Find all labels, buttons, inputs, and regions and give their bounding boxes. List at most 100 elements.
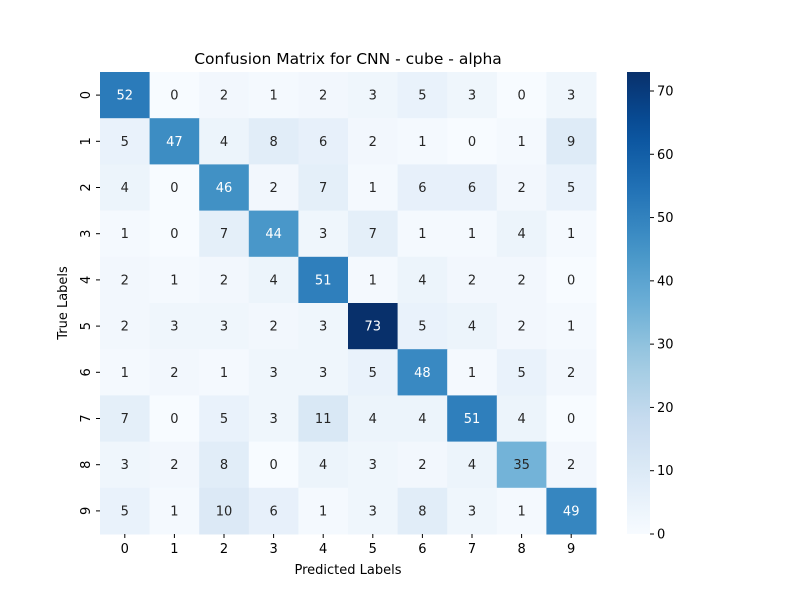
cell-value-7-0: 7 bbox=[121, 412, 129, 427]
heatmap-cell-1-0 bbox=[100, 118, 151, 165]
cell-value-1-3: 8 bbox=[269, 135, 277, 150]
cell-value-1-9: 9 bbox=[567, 135, 575, 150]
cell-value-4-4: 51 bbox=[315, 273, 332, 288]
x-tick-label-5: 5 bbox=[369, 542, 377, 557]
heatmap-cell-6-5 bbox=[348, 349, 399, 396]
heatmap-cell-7-3 bbox=[248, 395, 299, 443]
cell-value-3-9: 1 bbox=[567, 227, 575, 242]
cell-value-8-7: 4 bbox=[468, 458, 476, 473]
heatmap-cell-1-1 bbox=[149, 118, 200, 165]
heatmap-cell-2-6 bbox=[397, 164, 448, 212]
heatmap-cell-8-9 bbox=[546, 441, 597, 489]
y-tick-label-5: 5 bbox=[79, 322, 94, 330]
heatmap-cell-1-8 bbox=[496, 118, 547, 165]
cell-value-8-1: 2 bbox=[170, 458, 178, 473]
heatmap-cell-2-8 bbox=[496, 164, 547, 212]
cell-value-5-2: 3 bbox=[220, 320, 228, 335]
cell-value-8-6: 2 bbox=[418, 458, 426, 473]
cell-value-0-9: 3 bbox=[567, 89, 575, 104]
colorbar-tick-label-5: 50 bbox=[657, 211, 674, 226]
cell-value-9-3: 6 bbox=[269, 504, 277, 519]
heatmap-cell-9-6 bbox=[397, 487, 448, 535]
cell-value-5-1: 3 bbox=[170, 320, 178, 335]
cell-value-7-3: 3 bbox=[269, 412, 277, 427]
heatmap-cell-7-2 bbox=[199, 395, 250, 443]
heatmap-cell-1-3 bbox=[248, 118, 299, 165]
heatmap-cell-6-4 bbox=[298, 349, 349, 396]
y-tick-label-9: 9 bbox=[79, 507, 94, 515]
cell-value-2-3: 2 bbox=[269, 181, 277, 196]
colorbar-tick-label-1: 10 bbox=[657, 464, 674, 479]
heatmap-cell-9-7 bbox=[447, 487, 498, 535]
heatmap-cell-8-3 bbox=[248, 441, 299, 489]
heatmap-cell-3-5 bbox=[348, 210, 399, 258]
heatmap-cell-2-4 bbox=[298, 164, 349, 212]
cell-value-6-9: 2 bbox=[567, 366, 575, 381]
cell-value-1-0: 5 bbox=[121, 135, 129, 150]
heatmap-cell-8-5 bbox=[348, 441, 399, 489]
cell-value-4-0: 2 bbox=[121, 273, 129, 288]
cell-value-0-7: 3 bbox=[468, 89, 476, 104]
cell-value-4-2: 2 bbox=[220, 273, 228, 288]
heatmap-cell-2-1 bbox=[149, 164, 200, 212]
heatmap-cell-8-1 bbox=[149, 441, 200, 489]
heatmap-cell-5-8 bbox=[496, 303, 547, 350]
colorbar-gradient bbox=[627, 72, 650, 534]
cell-value-2-8: 2 bbox=[517, 181, 525, 196]
cell-value-5-0: 2 bbox=[121, 320, 129, 335]
cell-value-7-2: 5 bbox=[220, 412, 228, 427]
cell-value-7-8: 4 bbox=[517, 412, 525, 427]
heatmap-cell-8-0 bbox=[100, 441, 151, 489]
heatmap-cell-7-6 bbox=[397, 395, 448, 443]
cell-value-0-0: 52 bbox=[117, 89, 134, 104]
cell-value-4-9: 0 bbox=[567, 273, 575, 288]
y-tick-label-1: 1 bbox=[79, 137, 94, 145]
heatmap-cell-2-9 bbox=[546, 164, 597, 212]
cell-value-1-2: 4 bbox=[220, 135, 228, 150]
cell-value-6-0: 1 bbox=[121, 366, 129, 381]
x-tick-label-7: 7 bbox=[468, 542, 476, 557]
cell-value-3-0: 1 bbox=[121, 227, 129, 242]
heatmap-cell-4-0 bbox=[100, 256, 151, 304]
cell-value-3-2: 7 bbox=[220, 227, 228, 242]
heatmap-cells: 52 0 2 1 2 3 5 3 0 35 47 4 8 6 2 1 0 1 94 0 46 2 7 1 6 6 2 51 0 7 44 3 7… bbox=[100, 72, 597, 535]
y-tick-label-4: 4 bbox=[79, 276, 94, 284]
y-tick-label-8: 8 bbox=[79, 461, 94, 469]
chart-title: Confusion Matrix for CNN - cube - alpha bbox=[194, 50, 502, 68]
cell-value-6-3: 3 bbox=[269, 366, 277, 381]
heatmap-cell-0-6 bbox=[397, 72, 448, 119]
heatmap-cell-4-6 bbox=[397, 256, 448, 304]
x-axis-label: Predicted Labels bbox=[294, 563, 401, 578]
heatmap-cell-7-5 bbox=[348, 395, 399, 443]
heatmap-cell-8-2 bbox=[199, 441, 250, 489]
cell-value-0-2: 2 bbox=[220, 89, 228, 104]
heatmap-cell-5-3 bbox=[248, 303, 299, 350]
cell-value-3-5: 7 bbox=[369, 227, 377, 242]
heatmap-cell-5-5 bbox=[348, 303, 399, 350]
heatmap-cell-4-1 bbox=[149, 256, 200, 304]
cell-value-5-6: 5 bbox=[418, 320, 426, 335]
cell-value-5-4: 3 bbox=[319, 320, 327, 335]
heatmap-cell-9-4 bbox=[298, 487, 349, 535]
heatmap-cell-6-3 bbox=[248, 349, 299, 396]
heatmap-cell-1-5 bbox=[348, 118, 399, 165]
cell-value-1-5: 2 bbox=[369, 135, 377, 150]
cell-value-9-2: 10 bbox=[216, 504, 233, 519]
heatmap-cell-9-2 bbox=[199, 487, 250, 535]
heatmap-cell-7-8 bbox=[496, 395, 547, 443]
cell-value-2-9: 5 bbox=[567, 181, 575, 196]
heatmap-cell-3-8 bbox=[496, 210, 547, 258]
heatmap-cell-9-9 bbox=[546, 487, 597, 535]
cell-value-8-5: 3 bbox=[369, 458, 377, 473]
heatmap-cell-0-2 bbox=[199, 72, 250, 119]
y-tick-label-7: 7 bbox=[79, 414, 94, 422]
heatmap-cell-2-2 bbox=[199, 164, 250, 212]
heatmap-cell-7-4 bbox=[298, 395, 349, 443]
heatmap-cell-7-9 bbox=[546, 395, 597, 443]
heatmap-cell-3-6 bbox=[397, 210, 448, 258]
cell-value-5-8: 2 bbox=[517, 320, 525, 335]
heatmap-cell-3-2 bbox=[199, 210, 250, 258]
heatmap-cell-6-1 bbox=[149, 349, 200, 396]
heatmap-cell-1-6 bbox=[397, 118, 448, 165]
heatmap-cell-3-7 bbox=[447, 210, 498, 258]
